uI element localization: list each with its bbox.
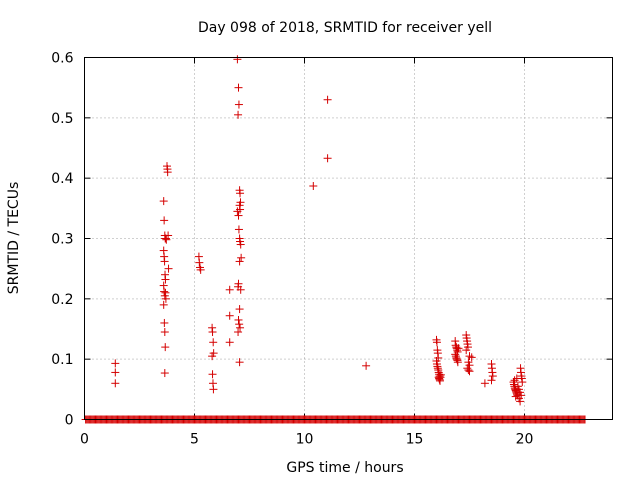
- x-axis-label: GPS time / hours: [286, 460, 403, 476]
- data-point: [225, 338, 234, 347]
- data-point: [209, 385, 218, 394]
- grid-layer: [84, 57, 613, 420]
- x-tick-label: 0: [80, 432, 89, 448]
- data-point: [111, 368, 120, 377]
- data-point: [234, 315, 243, 324]
- data-point: [162, 235, 171, 244]
- data-point: [432, 338, 441, 347]
- data-point: [225, 311, 234, 320]
- data-point: [233, 55, 242, 64]
- data-point: [510, 376, 519, 385]
- plot-frame: [84, 57, 613, 420]
- data-point: [235, 320, 244, 329]
- y-tick-label: 0.4: [51, 171, 73, 187]
- data-point: [465, 367, 474, 376]
- data-point: [160, 369, 169, 378]
- data-point: [160, 257, 169, 266]
- y-tick-label: 0: [65, 413, 74, 429]
- data-point: [436, 370, 445, 379]
- data-point: [234, 211, 243, 220]
- data-point: [208, 352, 217, 361]
- x-tick-label: 20: [516, 432, 534, 448]
- data-point: [451, 350, 460, 359]
- data-point: [160, 216, 169, 225]
- data-point: [208, 370, 217, 379]
- axis-layer: 0 0.1 0.2 0.3 0.4 0.5 0.6 0 5 10 15 20: [51, 51, 613, 448]
- data-point: [161, 275, 170, 284]
- data-point: [164, 231, 173, 240]
- data-point: [208, 328, 217, 337]
- data-point: [488, 372, 497, 381]
- data-point: [235, 257, 244, 266]
- data-point: [111, 379, 120, 388]
- data-point: [234, 110, 243, 119]
- data-point: [195, 258, 204, 267]
- data-point: [164, 264, 173, 273]
- y-tick-label: 0.3: [51, 232, 73, 248]
- data-point: [236, 189, 245, 198]
- data-point: [236, 323, 245, 332]
- data-point: [236, 285, 245, 294]
- data-point: [163, 168, 172, 177]
- points-layer: [81, 55, 589, 424]
- data-point: [225, 285, 234, 294]
- data-point: [487, 376, 496, 385]
- x-tick-label: 5: [190, 432, 199, 448]
- data-point: [236, 240, 245, 249]
- data-point: [467, 353, 476, 362]
- data-point: [235, 358, 244, 367]
- y-tick-label: 0.1: [51, 352, 73, 368]
- x-tick-label: 10: [296, 432, 314, 448]
- y-tick-label: 0.6: [51, 51, 73, 67]
- data-point: [160, 287, 169, 296]
- data-point: [161, 343, 170, 352]
- data-point: [518, 378, 527, 387]
- chart-title: Day 098 of 2018, SRMTID for receiver yel…: [198, 20, 492, 36]
- data-point: [480, 379, 489, 388]
- data-point: [159, 197, 168, 206]
- y-axis-label: SRMTID / TECUs: [6, 182, 22, 295]
- data-point: [234, 328, 243, 337]
- data-point: [462, 346, 471, 355]
- data-point: [237, 253, 246, 262]
- y-tick-label: 0.5: [51, 111, 73, 127]
- data-point: [233, 207, 242, 216]
- data-point: [323, 95, 332, 104]
- data-point: [160, 328, 169, 337]
- data-point: [160, 318, 169, 327]
- data-point: [196, 265, 205, 274]
- data-point: [453, 358, 462, 367]
- data-point: [454, 344, 463, 353]
- data-point: [111, 359, 120, 368]
- x-tick-label: 15: [406, 432, 424, 448]
- data-point: [209, 338, 218, 347]
- y-tick-label: 0.2: [51, 292, 73, 308]
- data-point: [161, 294, 170, 303]
- data-point: [234, 225, 243, 234]
- data-point: [362, 361, 371, 370]
- data-point: [464, 366, 473, 375]
- data-point: [309, 182, 318, 191]
- data-point: [234, 100, 243, 109]
- data-point: [516, 397, 525, 406]
- data-point: [323, 154, 332, 163]
- data-point: [511, 392, 520, 401]
- data-point: [159, 300, 168, 309]
- data-point: [235, 305, 244, 314]
- data-point: [234, 83, 243, 92]
